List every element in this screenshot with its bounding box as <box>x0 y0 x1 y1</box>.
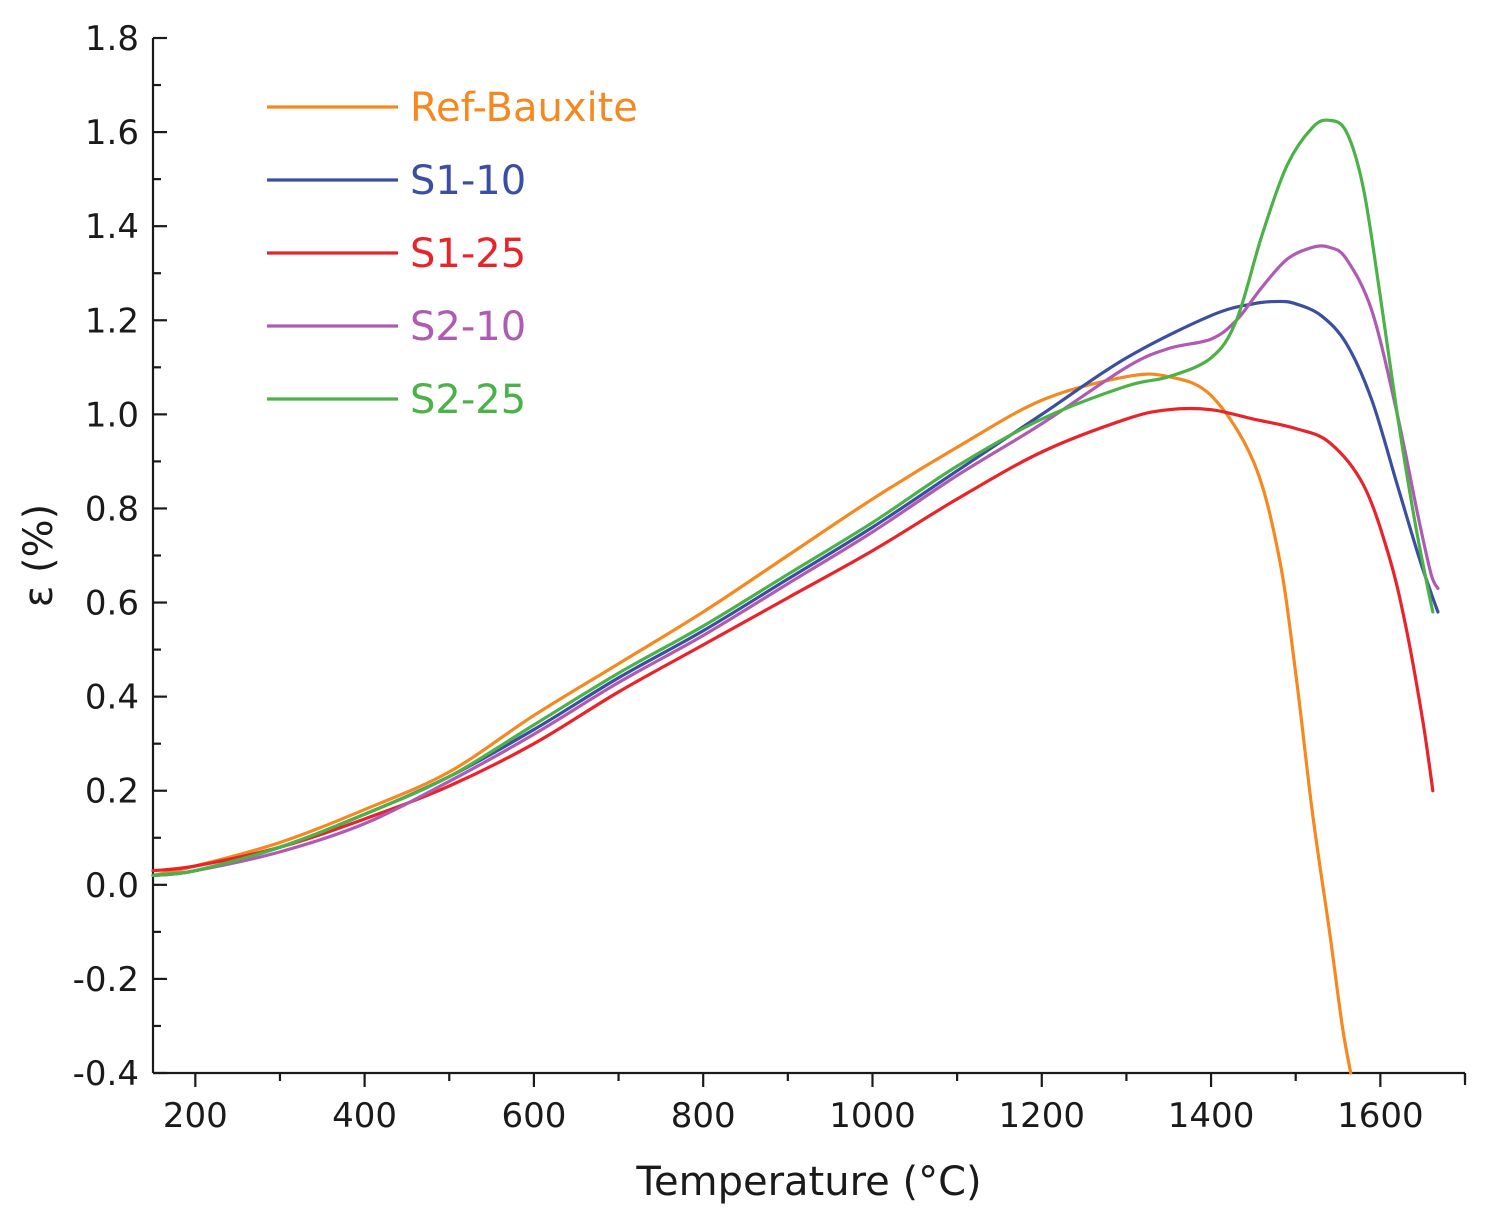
legend-label-s2-10: S2-10 <box>410 304 526 350</box>
y-tick-label: -0.4 <box>73 1054 139 1094</box>
y-tick-label: 0.8 <box>85 489 139 529</box>
y-tick-label: 0.6 <box>85 584 139 624</box>
y-tick-label: 1.2 <box>85 301 139 341</box>
x-tick-label: 400 <box>332 1096 397 1136</box>
legend-label-s2-25: S2-25 <box>410 377 526 423</box>
x-tick-label: 1600 <box>1337 1096 1424 1136</box>
y-tick-label: 0.4 <box>85 678 139 718</box>
x-tick-label: 1200 <box>999 1096 1086 1136</box>
y-tick-label: 1.8 <box>85 19 139 59</box>
y-tick-label: 1.6 <box>85 113 139 153</box>
y-tick-label: 0.0 <box>85 866 139 906</box>
legend-label-s1-25: S1-25 <box>410 231 526 277</box>
y-tick-label: -0.2 <box>73 960 139 1000</box>
series-line-s2-25 <box>151 118 1435 878</box>
series-layer <box>151 118 1440 1075</box>
series-line-s1-25 <box>151 406 1435 873</box>
y-tick-label: 0.2 <box>85 772 139 812</box>
x-tick-label: 200 <box>163 1096 228 1136</box>
series-line-ref-bauxite <box>151 372 1353 1075</box>
series-line-s2-10 <box>151 244 1440 878</box>
x-tick-label: 1400 <box>1168 1096 1255 1136</box>
axes: -0.4 -0.2 0.0 0.2 0.4 0.6 0.8 1.0 1.2 1.4 1.6 1.8 20… <box>73 19 1467 1136</box>
y-tick-label: 1.4 <box>85 207 139 247</box>
x-tick-label: 800 <box>671 1096 736 1136</box>
x-axis-title: Temperature (°C) <box>635 1159 981 1205</box>
x-tick-label: 600 <box>501 1096 566 1136</box>
legend-label-s1-10: S1-10 <box>410 158 526 204</box>
y-tick-label: 1.0 <box>85 395 139 435</box>
series-line-s1-10 <box>151 299 1440 878</box>
y-axis-title: ε (%) <box>16 504 62 608</box>
legend: Ref-Bauxite S1-10 S1-25 S2-10 S2-25 <box>267 85 638 423</box>
x-tick-label: 1000 <box>829 1096 916 1136</box>
legend-label-ref-bauxite: Ref-Bauxite <box>410 85 638 131</box>
